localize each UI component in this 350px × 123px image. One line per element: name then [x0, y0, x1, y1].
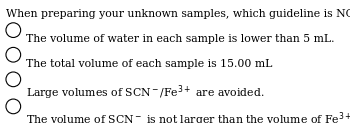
Text: The volume of water in each sample is lower than 5 mL.: The volume of water in each sample is lo…	[26, 34, 335, 44]
Text: Large volumes of SCN$^-$/Fe$^{3+}$ are avoided.: Large volumes of SCN$^-$/Fe$^{3+}$ are a…	[26, 84, 265, 102]
Ellipse shape	[6, 23, 21, 38]
Ellipse shape	[6, 72, 21, 87]
Text: When preparing your unknown samples, which guideline is NOT correct?: When preparing your unknown samples, whi…	[6, 9, 350, 19]
Ellipse shape	[6, 99, 21, 114]
Text: The volume of SCN$^-$ is not larger than the volume of Fe$^{3+}$.: The volume of SCN$^-$ is not larger than…	[26, 111, 350, 123]
Ellipse shape	[6, 47, 21, 62]
Text: The total volume of each sample is 15.00 mL: The total volume of each sample is 15.00…	[26, 59, 273, 69]
